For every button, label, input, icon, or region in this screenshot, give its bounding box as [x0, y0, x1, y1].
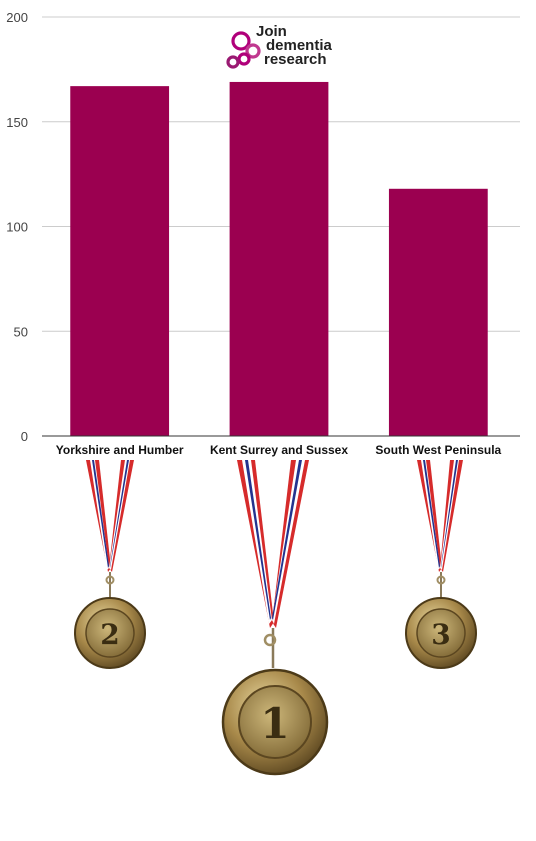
y-tick-label: 200 — [6, 10, 28, 25]
medal-3-number: 3 — [431, 618, 450, 651]
category-label: South West Peninsula — [375, 443, 501, 457]
medals: 2 1 — [74, 460, 477, 776]
y-tick-label: 0 — [21, 429, 28, 444]
ribbon-left — [86, 460, 134, 572]
bars — [70, 81, 488, 436]
medal-1-number: 1 — [260, 699, 289, 748]
ribbon-right — [417, 460, 463, 572]
medal-2-number: 2 — [100, 618, 119, 651]
logo-line-1: Join — [256, 23, 287, 40]
y-tick-label: 150 — [6, 115, 28, 130]
logo-line-2: dementia — [266, 37, 333, 54]
bar — [70, 86, 170, 436]
category-label: Yorkshire and Humber — [56, 443, 184, 457]
logo-line-3: research — [264, 51, 327, 68]
bar — [388, 188, 488, 436]
ribbon-center — [237, 460, 309, 628]
category-label: Kent Surrey and Sussex — [210, 443, 348, 457]
category-labels: Yorkshire and Humber Kent Surrey and Suss… — [56, 443, 502, 457]
y-tick-label: 50 — [14, 324, 28, 339]
gold-medal: 1 — [221, 460, 329, 776]
bronze-medal: 3 — [405, 460, 477, 669]
join-dementia-research-logo: Join dementia research — [226, 23, 333, 69]
y-axis-ticks: 0 50 100 150 200 — [6, 10, 28, 444]
y-tick-label: 100 — [6, 220, 28, 235]
bar — [229, 81, 329, 436]
silver-medal: 2 — [74, 460, 146, 669]
logo-circles-icon — [226, 31, 261, 69]
